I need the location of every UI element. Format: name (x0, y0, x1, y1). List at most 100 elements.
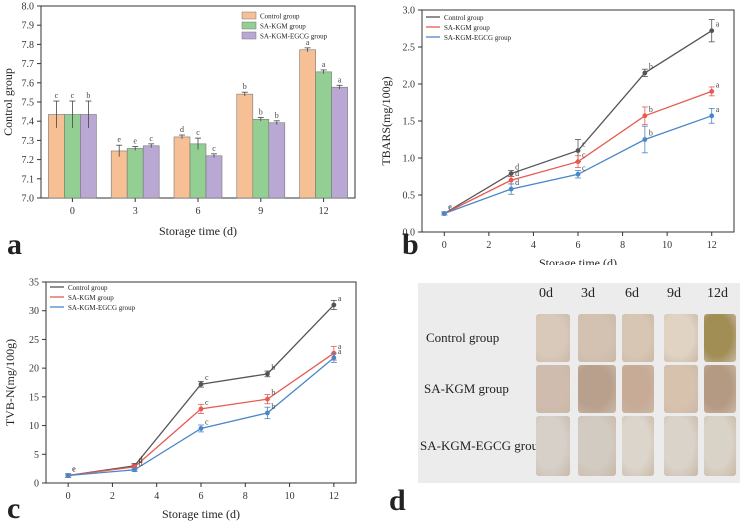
bar-chart-a: 7.0 7.1 7.2 7.3 7.4 7.5 7.6 7.7 7.8 7.9 8.0 0 c c b 3 e e… (1, 2, 356, 238)
bar (205, 155, 223, 199)
x-tick-label: 4 (154, 491, 159, 502)
photo-column-label: 3d (581, 286, 595, 301)
fish-sample-photo (536, 314, 570, 362)
photo-row-label: SA-KGM group (424, 381, 509, 396)
photo-column-label: 12d (707, 286, 728, 301)
legend-label: SA-KGM-EGCG group (68, 304, 136, 312)
data-point (132, 467, 137, 473)
significance-label: d (515, 178, 519, 187)
fish-sample-photo (578, 365, 616, 413)
y-tick-label: 15 (29, 392, 39, 403)
significance-label: b (271, 388, 275, 397)
x-tick-label: 0 (70, 206, 75, 217)
data-point (265, 371, 270, 377)
significance-label: b (649, 129, 653, 138)
legend-label: SA-KGM-EGCG group (260, 33, 328, 41)
bar (236, 93, 254, 199)
fish-sample-photo (704, 365, 736, 413)
legend-swatch (241, 21, 257, 30)
data-point (198, 406, 204, 412)
significance-label: a (338, 75, 342, 84)
y-tick-label: 7.3 (22, 136, 35, 147)
y-tick-label: 8.0 (22, 2, 35, 13)
bar (173, 136, 191, 199)
x-tick-label: 10 (662, 240, 672, 251)
significance-label: b (271, 402, 275, 411)
y-tick-label: 0 (34, 479, 39, 490)
legend-label: Control group (260, 13, 300, 21)
bar (252, 118, 270, 199)
x-tick-label: 0 (66, 491, 71, 502)
significance-label: c (196, 128, 200, 137)
y-tick-label: 7.1 (22, 174, 35, 185)
significance-label: c (205, 373, 209, 382)
fish-sample-photo (536, 416, 570, 476)
data-point (575, 159, 581, 165)
data-point (508, 186, 514, 192)
significance-label: b (243, 82, 247, 91)
y-tick-label: 20 (29, 364, 39, 375)
x-tick-label: 2 (486, 240, 491, 251)
x-tick-label: 2 (110, 491, 115, 502)
bar (189, 143, 207, 199)
y-tick-label: 35 (29, 278, 39, 289)
significance-label: b (259, 107, 263, 116)
significance-label: a (716, 80, 720, 89)
significance-label: d (139, 456, 143, 465)
data-point (331, 302, 337, 308)
significance-label: c (205, 398, 209, 407)
y-tick-label: 7.4 (22, 117, 35, 128)
significance-label: a (338, 294, 342, 303)
y-axis-label: TBARS(mg/100g) (379, 76, 393, 165)
line-chart-b: 0.00.51.01.52.02.53.00 2 4 6 8 10 12edcbaedcba… (379, 6, 735, 265)
panel-letter-c: c (7, 492, 21, 525)
fish-sample-photo (704, 314, 736, 362)
x-tick-label: 0 (442, 240, 447, 251)
significance-label: c (212, 144, 216, 153)
bar (268, 122, 286, 199)
x-tick-label: 10 (285, 491, 295, 502)
significance-label: a (716, 105, 720, 114)
data-point (709, 28, 715, 34)
panel-letter-a: a (7, 228, 22, 261)
bar (331, 86, 348, 199)
legend-label: SA-KGM group (260, 23, 306, 31)
x-tick-label: 12 (707, 240, 717, 251)
legend-label: SA-KGM-EGCG group (444, 34, 512, 42)
photo-row-label: SA-KGM-EGCG group (420, 438, 545, 453)
fish-sample-photo (536, 365, 570, 413)
y-tick-label: 7.2 (22, 155, 35, 166)
significance-label: d (515, 163, 519, 172)
fish-sample-photo (578, 416, 616, 476)
significance-label: e (117, 135, 121, 144)
y-tick-label: 7.6 (22, 78, 35, 89)
series-line (68, 357, 335, 477)
significance-label: c (205, 417, 209, 426)
significance-label: e (72, 465, 76, 474)
photo-row-label: Control group (426, 330, 500, 345)
legend-label: SA-KGM group (444, 24, 490, 32)
bar (142, 145, 160, 199)
photo-column-label: 6d (625, 286, 639, 301)
y-tick-label: 0.0 (403, 228, 416, 239)
fish-sample-photo (664, 416, 698, 476)
significance-label: d (139, 455, 143, 464)
y-tick-label: 2.0 (403, 80, 416, 91)
bar (315, 71, 332, 199)
x-tick-label: 6 (196, 206, 201, 217)
y-tick-label: 7.5 (22, 98, 35, 109)
legend-swatch (241, 11, 257, 20)
significance-label: a (306, 38, 310, 47)
data-point (709, 113, 715, 119)
significance-label: c (55, 91, 59, 100)
legend-swatch (241, 31, 257, 40)
bar (299, 49, 316, 199)
significance-label: b (275, 111, 279, 120)
y-tick-label: 7.9 (22, 21, 35, 32)
data-point (508, 171, 514, 176)
data-point (642, 137, 648, 142)
significance-label: c (582, 140, 586, 149)
fish-sample-photo (664, 365, 698, 413)
y-tick-label: 25 (29, 335, 39, 346)
